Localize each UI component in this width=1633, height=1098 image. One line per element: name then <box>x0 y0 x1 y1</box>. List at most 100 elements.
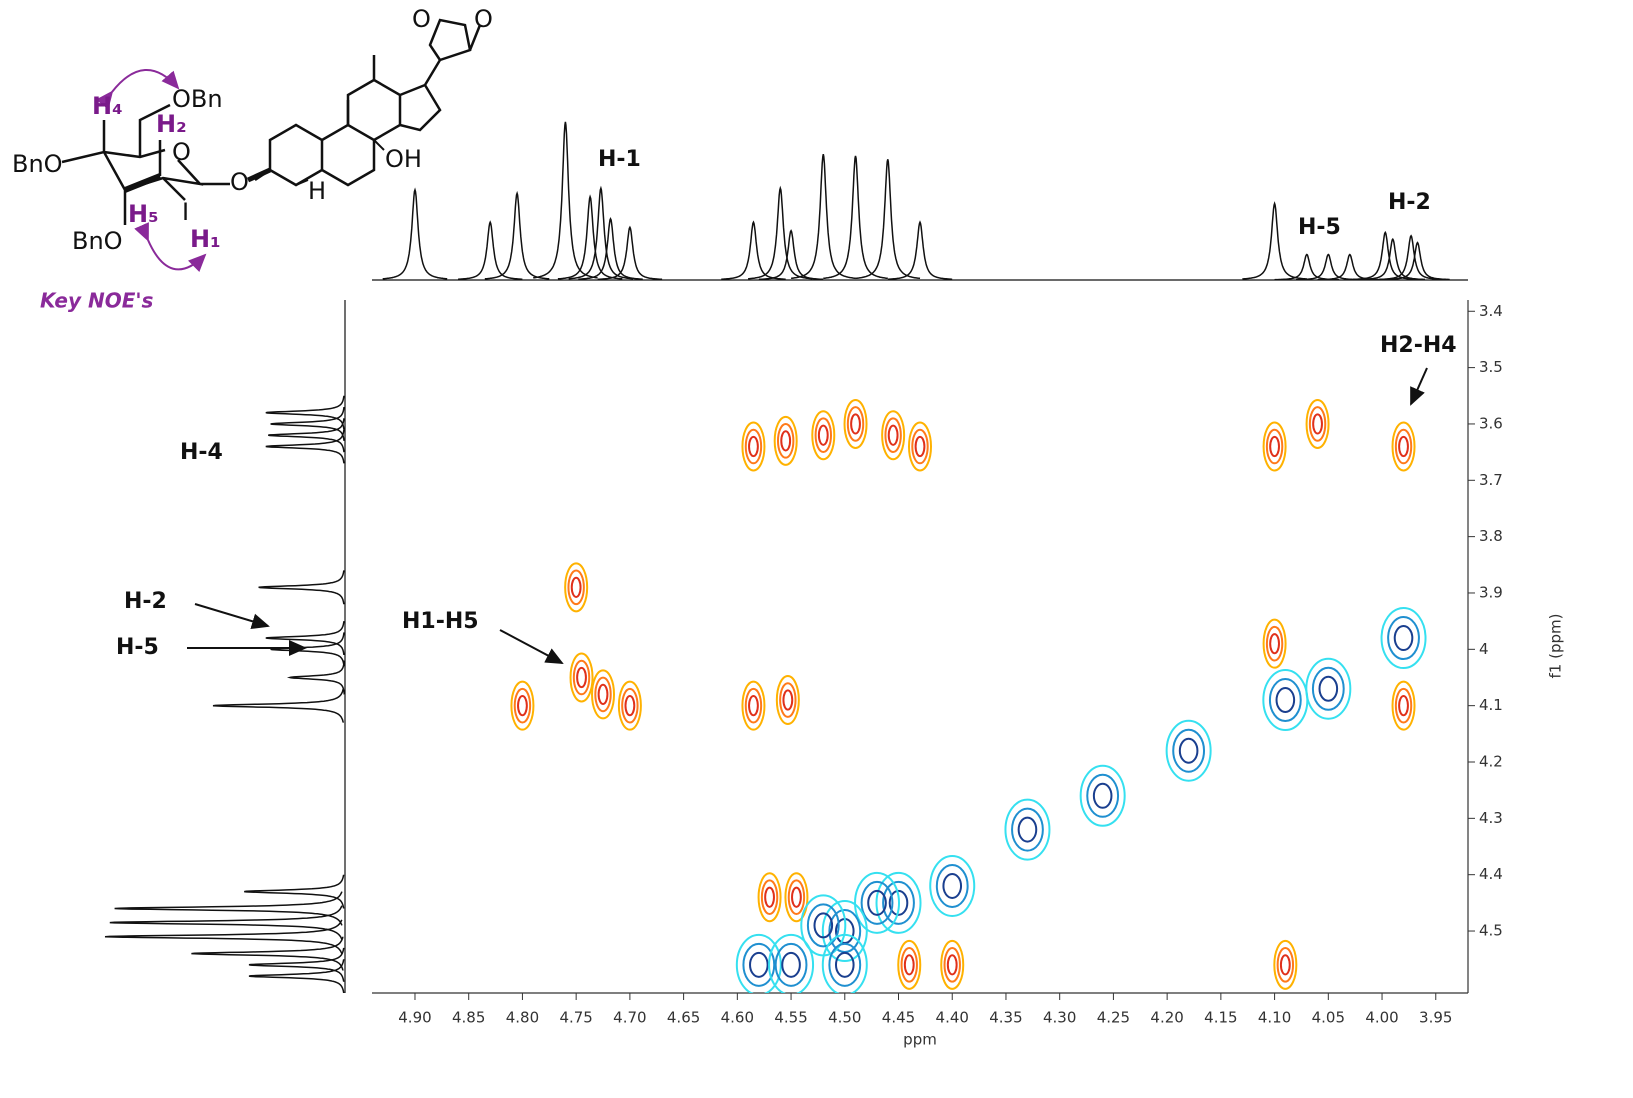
contour-level <box>943 874 961 898</box>
contour-level <box>1270 679 1301 721</box>
top-peak <box>485 193 550 278</box>
annotation: H-2 <box>1388 190 1431 215</box>
structure-label: I <box>182 198 189 226</box>
top-peak <box>383 190 448 279</box>
x-tick-label: 4.45 <box>882 1009 915 1027</box>
x-tick-label: 4.00 <box>1365 1009 1398 1027</box>
structure-label: H₅ <box>128 200 159 228</box>
peak <box>1393 682 1415 730</box>
peak <box>775 417 797 465</box>
top-peak <box>823 156 888 278</box>
peak <box>941 941 963 989</box>
peak <box>785 873 807 921</box>
contour-level <box>851 414 860 433</box>
annotation: H-4 <box>180 440 223 465</box>
structure-label: O <box>172 138 191 166</box>
contour-level <box>889 426 898 445</box>
contour-level <box>1277 688 1295 712</box>
caption: Key NOE's <box>40 289 153 313</box>
y-tick-label: 3.8 <box>1479 527 1503 545</box>
peak <box>1307 400 1329 448</box>
x-tick-label: 4.75 <box>559 1009 592 1027</box>
contour-level <box>1270 634 1279 653</box>
contour-level <box>1313 414 1322 433</box>
y-tick-label: 3.6 <box>1479 414 1503 432</box>
contour-level <box>750 953 768 977</box>
peak <box>812 411 834 459</box>
contour-level <box>819 426 828 445</box>
x-tick-label: 4.70 <box>613 1009 646 1027</box>
structure-label: H₂ <box>156 110 187 138</box>
contour-level <box>948 955 957 974</box>
x-tick-label: 4.90 <box>398 1009 431 1027</box>
peak <box>769 935 813 995</box>
top-peak <box>458 222 522 279</box>
structure-label: O <box>412 5 431 33</box>
y-tick-label: 3.5 <box>1479 358 1503 376</box>
structure-label: OH <box>385 145 422 173</box>
peak <box>1393 422 1415 470</box>
contour-level <box>577 668 586 687</box>
y-axis-label: f1 (ppm) <box>1547 614 1565 679</box>
top-peak <box>721 222 786 279</box>
contour-level <box>782 953 800 977</box>
peak <box>823 935 867 995</box>
contour-level <box>1395 626 1413 650</box>
peak <box>1382 608 1426 668</box>
top-peak <box>533 122 597 278</box>
contour-level <box>937 865 968 907</box>
annotation: H-5 <box>116 635 159 660</box>
y-tick-label: 4.1 <box>1479 696 1503 714</box>
contour-level <box>905 955 914 974</box>
x-tick-label: 4.10 <box>1258 1009 1291 1027</box>
x-tick-label: 4.25 <box>1097 1009 1130 1027</box>
contour-level <box>792 888 801 907</box>
y-tick-label: 4.2 <box>1479 753 1503 771</box>
structure <box>62 20 480 225</box>
peak <box>845 400 867 448</box>
contour-level <box>1180 739 1198 763</box>
contour-level <box>1012 809 1043 851</box>
peak <box>1274 941 1296 989</box>
y-tick-label: 4.4 <box>1479 865 1503 883</box>
peak <box>898 941 920 989</box>
structure-label: H₄ <box>92 92 123 120</box>
top-peak <box>1379 236 1444 280</box>
structure-label: BnO <box>72 227 123 255</box>
contour-level <box>1320 677 1338 701</box>
contour-level <box>1313 668 1344 710</box>
peak <box>742 682 764 730</box>
y-tick-label: 3.7 <box>1479 471 1503 489</box>
x-tick-label: 4.80 <box>506 1009 539 1027</box>
x-tick-label: 4.05 <box>1312 1009 1345 1027</box>
contour-level <box>1399 696 1408 715</box>
contour-level <box>1270 437 1279 456</box>
structure-label: O <box>230 168 249 196</box>
left-peak <box>290 661 345 695</box>
annotation: H2-H4 <box>1380 333 1457 358</box>
x-tick-label: 4.30 <box>1043 1009 1076 1027</box>
peak <box>1167 721 1211 781</box>
peak <box>930 856 974 916</box>
contour-level <box>749 437 758 456</box>
top-peak <box>748 188 812 279</box>
peak <box>1005 800 1049 860</box>
contour-level <box>1094 784 1112 808</box>
peak <box>1306 659 1350 719</box>
y-tick-label: 3.9 <box>1479 583 1503 601</box>
peak <box>565 563 587 611</box>
peak <box>619 682 641 730</box>
left-peak <box>259 570 344 604</box>
top-peak <box>856 159 921 278</box>
contour-level <box>829 944 860 986</box>
contour-level <box>749 696 758 715</box>
annotation: H1-H5 <box>402 609 479 634</box>
top-peak <box>791 154 855 278</box>
peak <box>742 422 764 470</box>
y-tick-label: 4.5 <box>1479 922 1503 940</box>
contour-level <box>1173 730 1204 772</box>
structure-label: H <box>308 177 326 205</box>
annotation: H-2 <box>124 589 167 614</box>
contour-level <box>916 437 925 456</box>
left-peak <box>244 875 343 909</box>
